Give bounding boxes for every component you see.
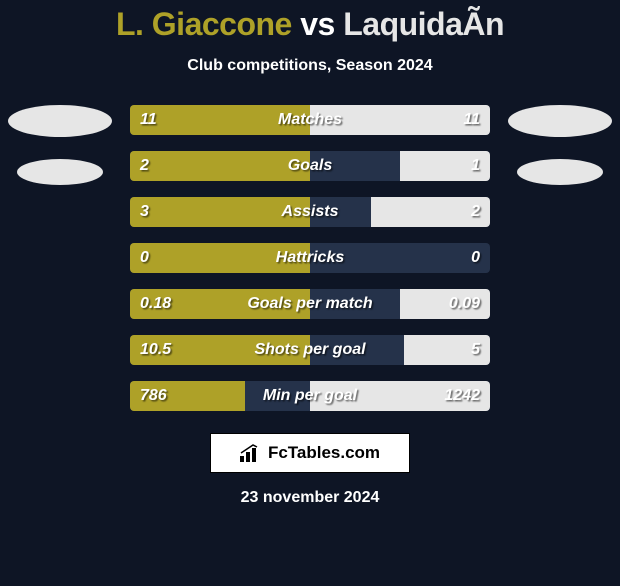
stat-value-left: 2 [140, 151, 149, 181]
stat-label: Hattricks [276, 243, 344, 273]
stat-label: Min per goal [263, 381, 357, 411]
stat-value-right: 11 [463, 105, 480, 135]
comparison-subtitle: Club competitions, Season 2024 [0, 57, 620, 75]
stat-value-right: 2 [471, 197, 480, 227]
stat-label: Matches [278, 105, 342, 135]
player-ellipses-left [0, 105, 120, 185]
footer-logo-text: FcTables.com [268, 443, 380, 463]
stat-row: 3 2 Assists [130, 197, 490, 227]
stat-value-left: 11 [140, 105, 157, 135]
stat-row: 11 11 Matches [130, 105, 490, 135]
bar-chart-icon [240, 444, 262, 462]
stats-area: 11 11 Matches 2 1 Goals 3 2 Assists 0 0 Hattricks 0.… [0, 105, 620, 411]
player-ellipse [17, 159, 103, 185]
stat-value-left: 10.5 [140, 335, 171, 365]
stat-row: 2 1 Goals [130, 151, 490, 181]
player-ellipses-right [500, 105, 620, 185]
stat-value-right: 1242 [444, 381, 480, 411]
stat-value-left: 3 [140, 197, 149, 227]
stat-value-right: 0 [471, 243, 480, 273]
stat-value-left: 786 [140, 381, 167, 411]
stat-value-right: 1 [471, 151, 480, 181]
title-player-left: L. Giaccone [116, 6, 292, 42]
title-vs: vs [292, 6, 343, 42]
stat-row: 0 0 Hattricks [130, 243, 490, 273]
stat-value-right: 0.09 [449, 289, 480, 319]
stat-label: Shots per goal [254, 335, 365, 365]
stat-value-right: 5 [471, 335, 480, 365]
comparison-title: L. Giaccone vs LaquidaÃ­n [0, 6, 620, 43]
stat-rows: 11 11 Matches 2 1 Goals 3 2 Assists 0 0 Hattricks 0.… [130, 105, 490, 411]
title-player-right: LaquidaÃ­n [343, 6, 504, 42]
stat-fill-left [130, 151, 310, 181]
stat-value-left: 0 [140, 243, 149, 273]
stat-row: 10.5 5 Shots per goal [130, 335, 490, 365]
stat-value-left: 0.18 [140, 289, 171, 319]
stat-label: Assists [282, 197, 339, 227]
stat-row: 786 1242 Min per goal [130, 381, 490, 411]
stat-label: Goals [288, 151, 332, 181]
player-ellipse [508, 105, 612, 137]
footer-date: 23 november 2024 [0, 489, 620, 507]
player-ellipse [8, 105, 112, 137]
footer-logo: FcTables.com [210, 433, 410, 473]
stat-label: Goals per match [247, 289, 372, 319]
player-ellipse [517, 159, 603, 185]
stat-row: 0.18 0.09 Goals per match [130, 289, 490, 319]
